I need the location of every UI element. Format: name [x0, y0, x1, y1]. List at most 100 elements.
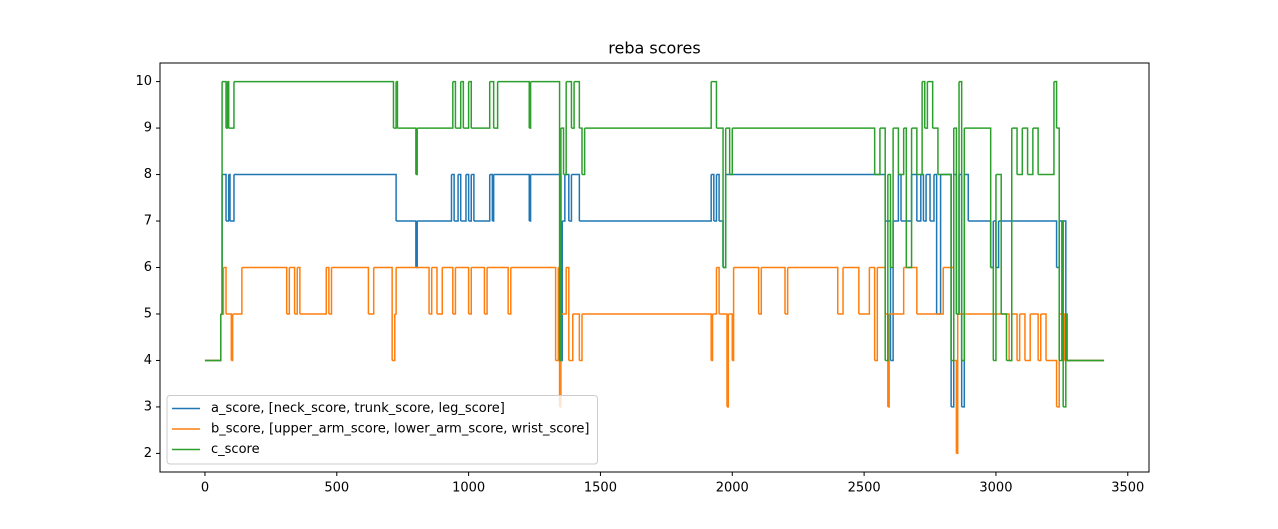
x-tick-label: 0	[201, 481, 209, 496]
line-segment	[226, 174, 230, 222]
line-segment	[924, 81, 929, 129]
y-tick-label: 5	[144, 306, 152, 321]
series-line	[204, 80, 1105, 408]
line-segment	[964, 173, 970, 222]
line-segment	[1061, 220, 1064, 407]
line-segment	[289, 266, 296, 314]
line-segment	[233, 173, 397, 222]
line-segment	[460, 80, 465, 129]
line-segment	[993, 174, 997, 362]
line-segment	[785, 267, 789, 315]
line-segment	[937, 173, 952, 361]
line-segment	[571, 173, 581, 222]
line-segment	[530, 80, 561, 361]
line-segment	[415, 128, 418, 176]
line-segment	[455, 81, 462, 129]
x-tick-label: 3000	[979, 481, 1012, 496]
line-segment	[956, 81, 960, 315]
line-segment	[953, 127, 958, 314]
line-segment	[869, 266, 876, 361]
line-segment	[930, 174, 935, 222]
line-segment	[396, 266, 430, 314]
line-segment	[887, 173, 892, 268]
line-segment	[1011, 313, 1018, 361]
line-segment	[451, 173, 455, 222]
line-segment	[463, 81, 470, 129]
line-segment	[568, 313, 574, 362]
line-segment	[716, 127, 724, 268]
line-segment	[729, 128, 734, 176]
y-tick-label: 2	[144, 446, 152, 461]
line-segment	[1038, 81, 1055, 176]
line-segment	[294, 267, 298, 315]
line-segment	[560, 267, 567, 315]
line-segment	[468, 80, 473, 129]
line-segment	[396, 80, 399, 129]
line-segment	[460, 174, 467, 222]
line-segment	[568, 174, 573, 222]
line-segment	[328, 267, 333, 315]
line-segment	[584, 81, 712, 129]
line-segment	[442, 266, 454, 314]
line-segment	[1030, 313, 1039, 361]
line-segment	[471, 173, 475, 222]
line-segment	[1027, 128, 1034, 176]
line-segment	[228, 81, 235, 129]
line-segment	[1001, 313, 1008, 361]
line-segment	[468, 267, 473, 315]
line-segment	[286, 267, 291, 315]
line-segment	[471, 266, 486, 314]
line-segment	[1017, 128, 1024, 176]
y-tick-label: 10	[135, 74, 152, 89]
y-tick-label: 6	[144, 260, 152, 275]
line-segment	[723, 128, 727, 269]
line-segment	[758, 267, 763, 315]
line-segment	[566, 266, 570, 361]
legend-label: a_score, [neck_score, trunk_score, leg_s…	[211, 401, 505, 416]
line-segment	[716, 173, 720, 222]
line-segment	[574, 80, 581, 129]
line-segment	[497, 80, 531, 129]
line-segment	[392, 313, 396, 362]
line-segment	[719, 313, 728, 407]
line-segment	[1006, 128, 1013, 362]
line-segment	[226, 81, 229, 129]
line-segment	[858, 267, 871, 315]
line-segment	[455, 266, 470, 314]
line-segment	[725, 127, 731, 175]
line-segment	[732, 267, 735, 362]
line-segment	[233, 80, 395, 129]
line-segment	[711, 80, 718, 129]
line-segment	[843, 266, 860, 314]
line-segment	[932, 127, 939, 175]
x-tick-label: 1500	[584, 481, 617, 496]
line-segment	[959, 80, 963, 361]
chart-title: reba scores	[608, 39, 700, 58]
line-segment	[933, 173, 938, 314]
line-segment	[431, 266, 438, 314]
line-segment	[906, 128, 913, 269]
line-segment	[889, 267, 905, 315]
line-segment	[489, 80, 495, 129]
line-segment	[874, 267, 879, 362]
line-segment	[995, 173, 1002, 314]
line-segment	[1032, 127, 1039, 175]
y-tick-label: 4	[144, 353, 152, 368]
line-segment	[1024, 313, 1031, 362]
line-segment	[951, 128, 955, 362]
line-segment	[995, 221, 1000, 269]
line-segment	[1040, 313, 1047, 361]
line-segment	[579, 313, 583, 362]
line-segment	[579, 127, 583, 175]
line-segment	[223, 266, 227, 314]
line-segment	[222, 173, 227, 222]
y-tick-label: 9	[144, 121, 152, 136]
line-segment	[837, 267, 844, 315]
line-segment	[727, 313, 730, 408]
line-segment	[581, 313, 712, 361]
legend-box	[166, 395, 598, 465]
line-segment	[529, 81, 532, 129]
line-segment	[898, 128, 905, 176]
line-segment	[572, 313, 581, 361]
